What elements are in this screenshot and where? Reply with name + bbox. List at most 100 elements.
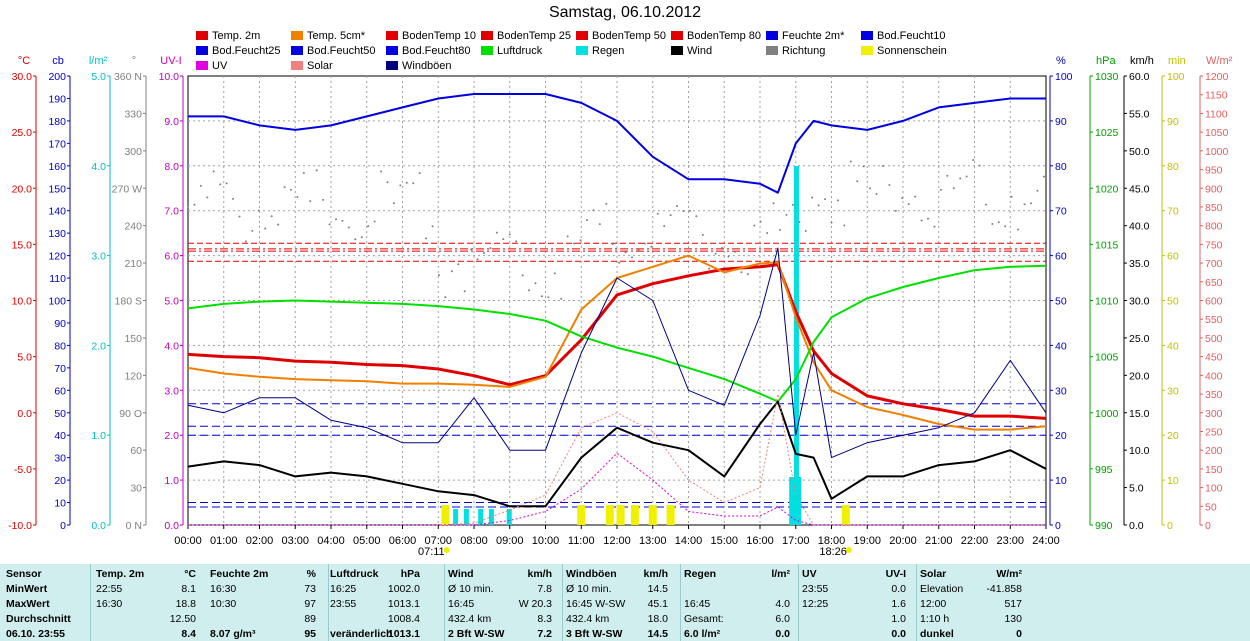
x-tick-label: 12:00 [603, 535, 631, 547]
x-tick-label: 02:00 [246, 535, 274, 547]
stats-cell: Ø 10 min. [448, 583, 494, 595]
legend-item: Bod.Feucht80 [386, 45, 471, 58]
direction-dot [727, 255, 730, 258]
axis-label-dir: 300 [124, 146, 142, 158]
stats-header: km/h [643, 568, 668, 580]
axis-label-hum: 100 [1055, 71, 1073, 83]
legend-item: Bod.Feucht25 [196, 45, 281, 58]
sunshine-bar [630, 505, 639, 525]
axis-label-solar: 700 [1205, 258, 1223, 270]
direction-dot [701, 233, 704, 236]
stats-cell: 8.07 g/m³ [210, 628, 256, 640]
axis-label-min: 90 [1167, 116, 1179, 128]
legend-item: Temp. 2m [196, 30, 260, 43]
legend-swatch [196, 46, 208, 55]
legend-label: Bod.Feucht10 [877, 30, 946, 42]
x-tick-label: 04:00 [317, 535, 345, 547]
direction-dot [894, 210, 897, 213]
stats-header: Luftdruck [330, 568, 379, 580]
direction-dot [289, 188, 292, 191]
sunrise-icon [443, 547, 450, 553]
axis-label-solar: 150 [1205, 464, 1223, 476]
legend-swatch [861, 31, 873, 40]
stats-cell: 1013.1 [387, 598, 420, 610]
stats-cell: 18.8 [175, 598, 196, 610]
stats-cell: 12:25 [802, 598, 829, 610]
axis-label-min: 80 [1167, 161, 1179, 173]
axis-label-hum: 0 [1055, 520, 1061, 532]
axis-label-dir: 90 O [119, 408, 142, 420]
sunshine-bar [666, 505, 675, 525]
legend-item: Wind [671, 45, 712, 58]
direction-dot [347, 226, 350, 229]
axis-unit-rain: l/m² [89, 55, 108, 67]
direction-dot [322, 198, 325, 201]
direction-dot [611, 243, 614, 246]
axis-label-solar: 1150 [1205, 90, 1228, 102]
direction-dot [553, 272, 556, 275]
stats-header: W/m² [996, 568, 1022, 580]
axis-label-cb: 70 [54, 363, 66, 375]
direction-dot [605, 202, 608, 205]
sunrise-label: 07:11 [418, 546, 445, 558]
axis-label-hum: 50 [1055, 296, 1067, 308]
legend-swatch [861, 46, 873, 55]
legend-item: Temp. 5cm* [291, 30, 365, 43]
stats-cell: 22:55 [96, 583, 123, 595]
axis-label-dir: 180 S [115, 296, 142, 308]
direction-dot [598, 223, 601, 226]
x-tick-label: 23:00 [996, 535, 1024, 547]
direction-dot [225, 182, 228, 185]
direction-dot [946, 174, 949, 177]
axis-label-solar: 550 [1205, 314, 1223, 326]
rain-bar [478, 509, 484, 525]
axis-label-uv: 1.0 [164, 475, 179, 487]
stats-cell: 12:00 [920, 598, 947, 610]
stats-cell: 10:30 [210, 598, 237, 610]
sunshine-bar [441, 505, 450, 525]
direction-dot [244, 240, 247, 243]
axis-label-wind: 45.0 [1129, 183, 1150, 195]
direction-dot [708, 267, 711, 270]
stats-cell: 0.0 [891, 628, 906, 640]
direction-dot [785, 213, 788, 216]
direction-dot [663, 225, 666, 228]
axis-label-rain: 3.0 [91, 251, 106, 263]
legend-label: Windböen [402, 60, 452, 72]
stats-cell: 130 [1004, 613, 1022, 625]
axis-label-cb: 40 [54, 430, 66, 442]
direction-dot [380, 170, 383, 173]
direction-dot [888, 183, 891, 186]
axis-label-wind: 50.0 [1129, 146, 1150, 158]
direction-dot [1017, 228, 1020, 231]
direction-dot [688, 209, 691, 212]
direction-dot [843, 224, 846, 227]
stats-cell: 16:30 [210, 583, 237, 595]
axis-label-min: 70 [1167, 206, 1179, 218]
axis-label-temp: 30.0 [12, 71, 33, 83]
axis-label-cb: 130 [48, 228, 66, 240]
direction-dot [862, 165, 865, 168]
axis-label-cb: 120 [48, 251, 66, 263]
x-tick-label: 21:00 [925, 535, 953, 547]
axis-label-rain: 2.0 [91, 340, 106, 352]
stats-header: UV [802, 568, 817, 580]
direction-dot [199, 184, 202, 187]
direction-dot [869, 187, 872, 190]
direction-dot [920, 219, 923, 222]
legend-item: Solar [291, 60, 333, 73]
direction-dot [637, 248, 640, 251]
rain-spike [793, 166, 799, 525]
stats-divider [562, 564, 563, 641]
stats-cell: 8.1 [181, 583, 196, 595]
axis-unit-hum: % [1056, 55, 1066, 67]
legend-item: Feuchte 2m* [766, 30, 844, 43]
axis-unit-press: hPa [1096, 55, 1116, 67]
direction-dot [997, 221, 1000, 224]
x-tick-label: 14:00 [675, 535, 703, 547]
legend-swatch [766, 31, 778, 40]
axis-label-press: 1000 [1095, 408, 1119, 420]
direction-dot [811, 196, 814, 199]
direction-dot [528, 289, 531, 292]
direction-dot [367, 225, 370, 228]
